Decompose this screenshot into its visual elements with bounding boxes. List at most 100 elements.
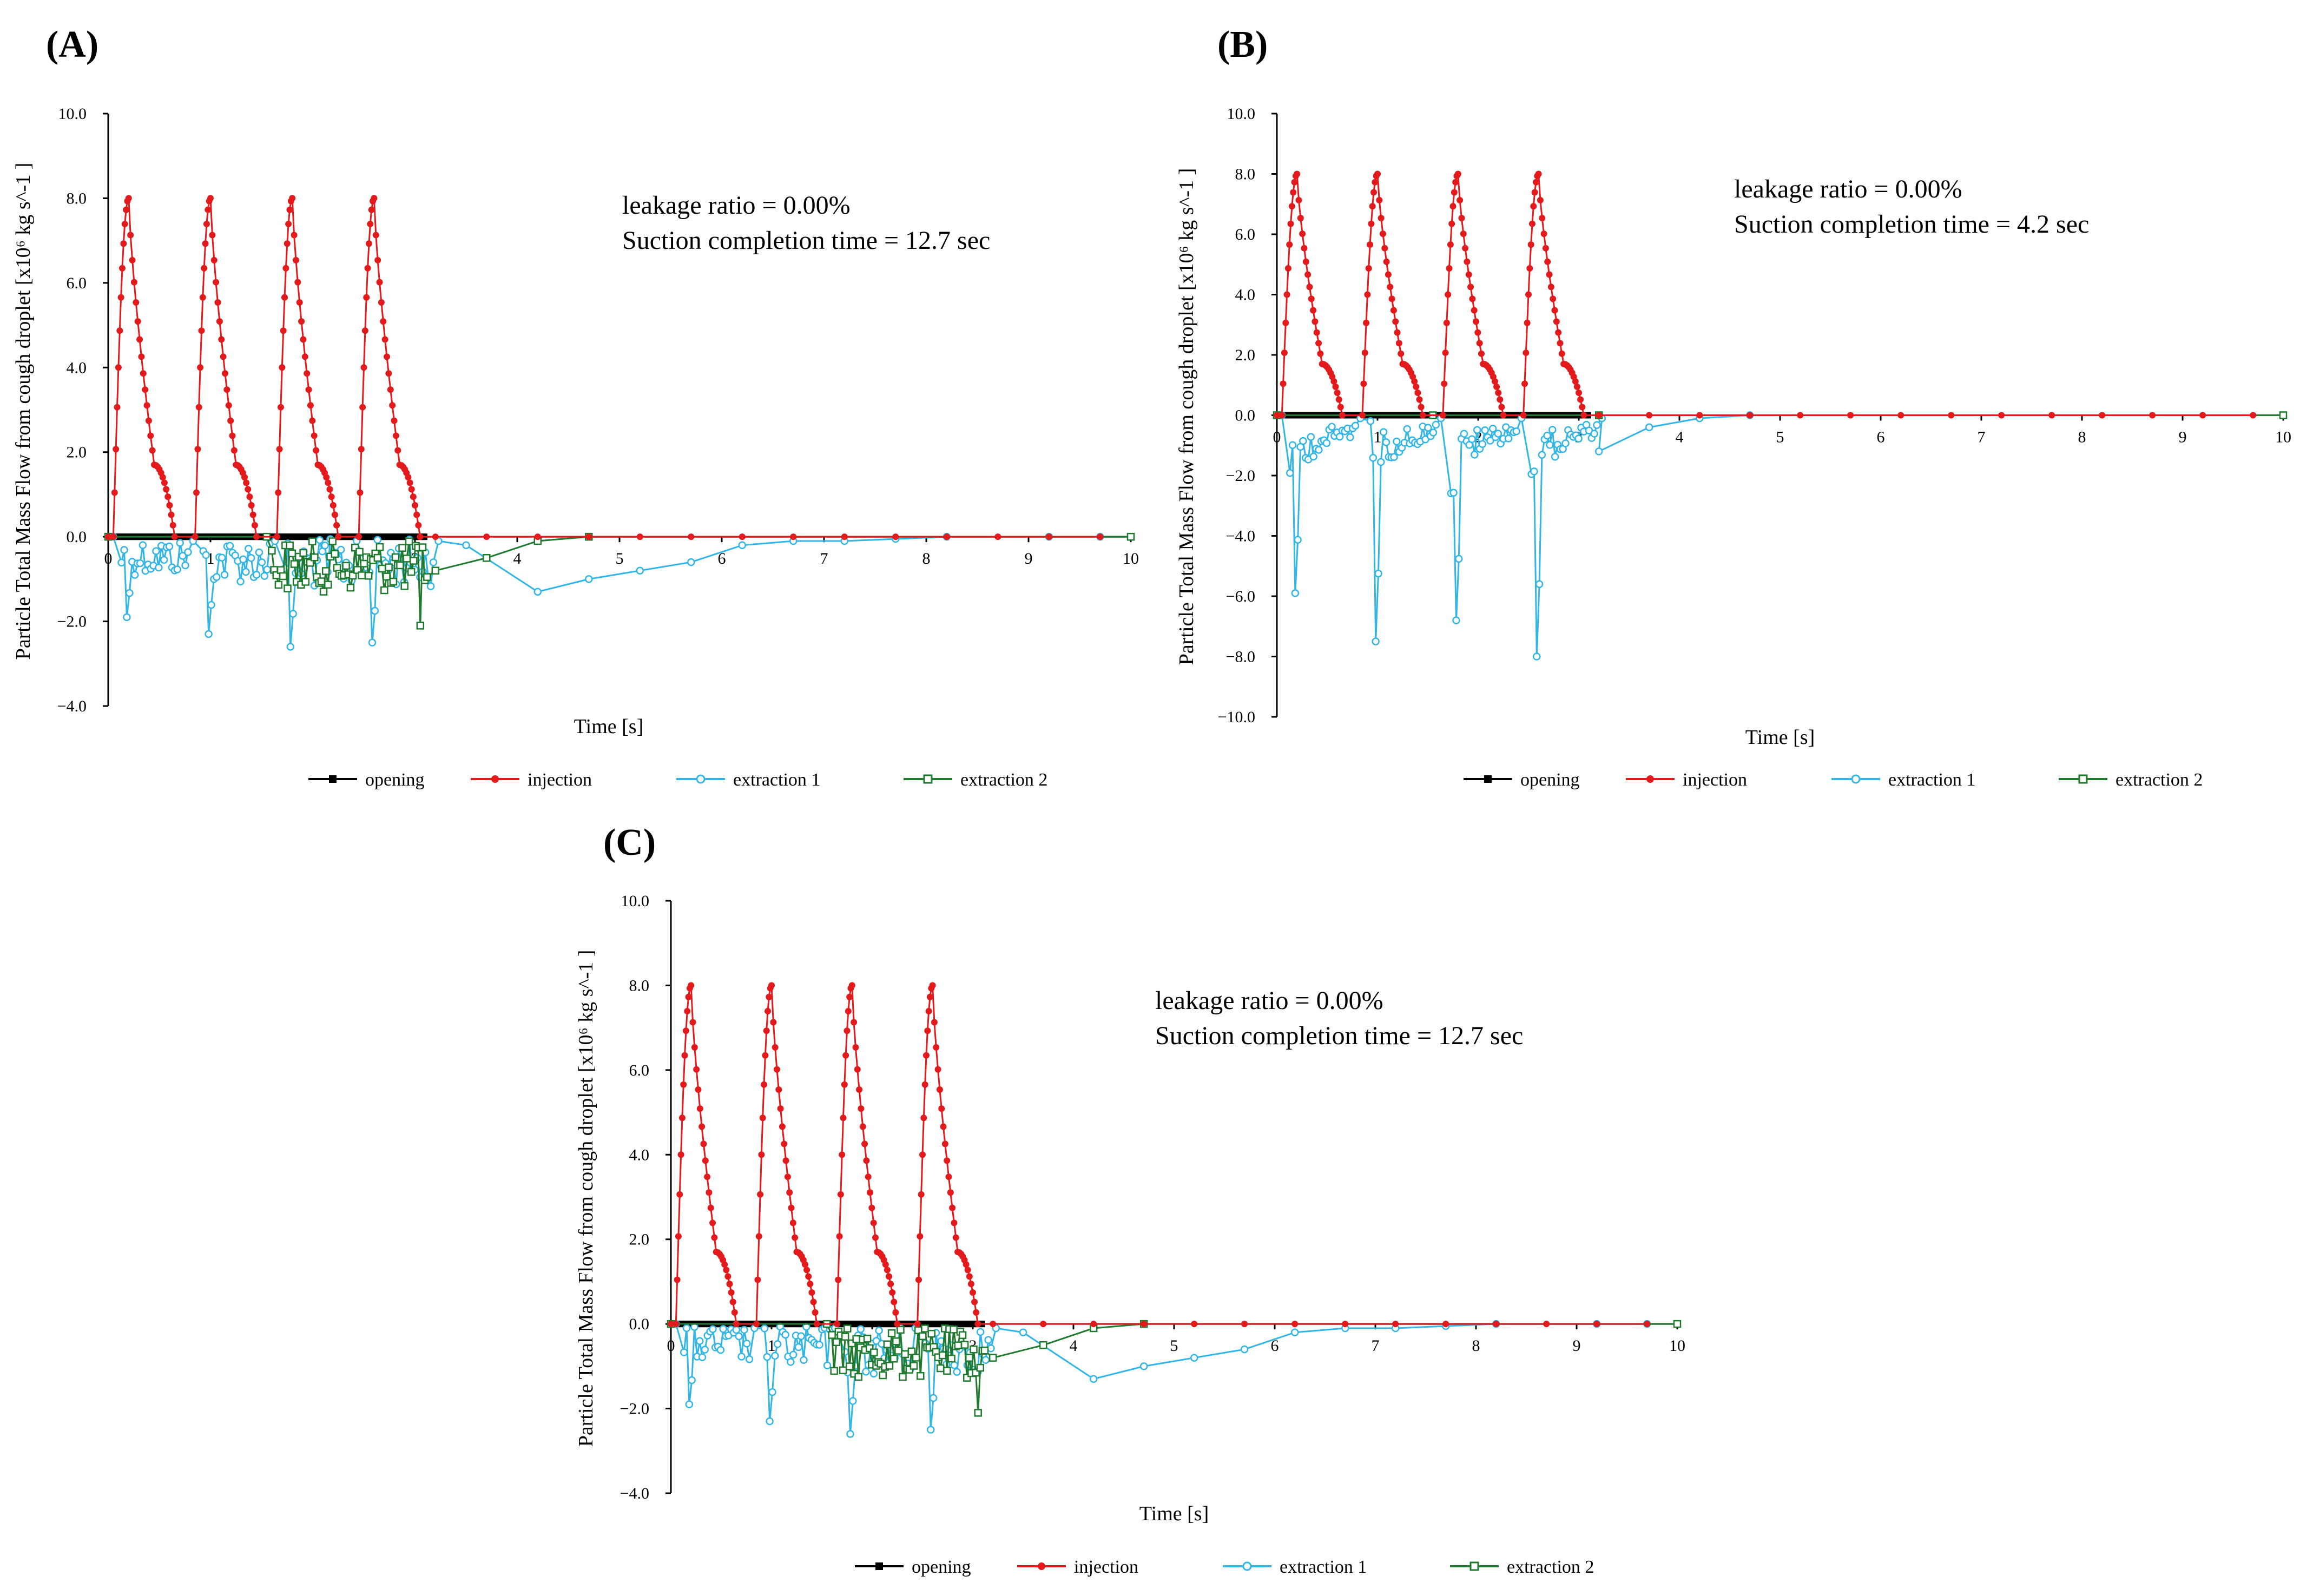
injection-series-point: [1543, 1321, 1550, 1328]
injection-series-point: [210, 256, 218, 263]
injection-series-point: [253, 533, 260, 540]
extraction1-series-point: [1393, 437, 1401, 446]
injection-series-point: [872, 1234, 879, 1241]
injection-series-point: [1473, 318, 1480, 325]
injection-series-point: [335, 533, 342, 540]
injection-series-point: [1372, 179, 1379, 186]
extraction2-series-point: [889, 1355, 898, 1363]
injection-series-point: [140, 370, 147, 377]
injection-series-point: [892, 533, 899, 540]
extraction1-series-point: [1291, 589, 1300, 597]
extraction1-series-point: [763, 1353, 772, 1361]
extraction1-series-point: [176, 539, 184, 547]
extraction1-series-point: [682, 1324, 691, 1333]
extraction1-series-point: [950, 1361, 959, 1369]
extraction1-series-point: [260, 572, 269, 580]
extraction2-series-point: [342, 562, 350, 570]
extraction1-series-point: [1322, 439, 1331, 447]
injection-series-point: [1308, 295, 1315, 302]
injection-series-point: [1524, 319, 1531, 326]
injection-series-point: [1580, 412, 1587, 419]
legend-label: extraction 1: [1888, 770, 1975, 790]
extraction2-series-point: [358, 571, 366, 579]
extraction2-series-point: [410, 557, 418, 565]
injection-series-point: [1550, 295, 1557, 302]
extraction2-series-point: [892, 1337, 900, 1346]
injection-series-point: [1540, 230, 1547, 238]
extraction2-series-point: [396, 561, 404, 570]
injection-series-point: [861, 1140, 868, 1147]
injection-series-point: [159, 474, 166, 481]
injection-series-point: [882, 1261, 889, 1268]
panel-label: (A): [46, 24, 98, 65]
legend-label: injection: [1683, 770, 1747, 790]
legend-marker: [491, 775, 499, 783]
injection-series-point: [149, 447, 156, 454]
legend: opening injection extraction 1 extraction 2: [308, 770, 1047, 790]
injection-series-point: [125, 195, 132, 202]
extraction2-series-point: [431, 566, 440, 575]
legend-marker: [1646, 775, 1654, 783]
injection-series-point: [949, 1204, 956, 1211]
injection-series-point: [331, 511, 338, 518]
injection-series-point: [784, 1173, 791, 1180]
injection-series-point: [374, 256, 381, 263]
injection-series-point: [681, 1052, 688, 1059]
extraction2-series-point: [405, 537, 413, 545]
extraction1-series-point: [1594, 447, 1603, 456]
extraction2-series-point: [980, 1346, 989, 1355]
injection-series-point: [733, 1321, 740, 1328]
legend-marker: [1038, 1562, 1045, 1570]
injection-series-point: [891, 1298, 898, 1305]
injection-series-point: [405, 474, 412, 481]
injection-series-point: [1476, 340, 1483, 347]
extraction1-series-point: [1424, 424, 1432, 432]
injection-series-point: [1527, 241, 1534, 248]
injection-series-point: [1376, 197, 1383, 204]
injection-series-point: [782, 1157, 789, 1164]
injection-series-point: [836, 1233, 843, 1240]
legend-marker: [696, 774, 706, 784]
legend-label: extraction 2: [1507, 1557, 1594, 1577]
injection-series-point: [364, 265, 371, 272]
y-tick-label: 10.0: [621, 892, 650, 910]
injection-series-point: [1288, 203, 1295, 210]
injection-series-point: [220, 353, 227, 360]
injection-series-point: [807, 1281, 814, 1288]
extraction1-series-point: [773, 1340, 782, 1348]
extraction1-series-point: [984, 1336, 992, 1344]
injection-series-point: [1392, 318, 1399, 325]
injection-series-point: [926, 993, 933, 1000]
injection-series-point: [1847, 412, 1854, 419]
injection-series-point: [1295, 197, 1302, 204]
legend-label: opening: [365, 770, 425, 790]
injection-series-point: [311, 432, 318, 439]
injection-series-point: [118, 265, 126, 272]
extraction2-series-point: [279, 572, 287, 581]
injection-series-point: [134, 318, 141, 325]
extraction1-series-point: [426, 582, 435, 590]
injection-series-point: [870, 1219, 877, 1226]
injection-series-point: [392, 432, 399, 439]
injection-series-point: [689, 1019, 696, 1026]
injection-series-point: [1747, 412, 1754, 419]
injection-series-point: [852, 1044, 859, 1051]
injection-series-point: [1381, 245, 1388, 252]
injection-series-point: [161, 479, 168, 486]
injection-series-point: [673, 1321, 680, 1328]
injection-series-point: [884, 1267, 891, 1274]
extraction2-series-point: [355, 548, 364, 556]
extraction2-series-point: [284, 584, 292, 592]
extraction1-series-point: [1366, 417, 1375, 425]
injection-series-point: [863, 1157, 870, 1164]
injection-series-point: [305, 386, 312, 393]
injection-series-point: [739, 533, 746, 540]
extraction1-series-point: [181, 561, 189, 570]
extraction2-series-point: [879, 1371, 887, 1380]
extraction2-series-point: [938, 1351, 947, 1360]
injection-series-point: [1797, 412, 1804, 419]
injection-series-point: [1330, 378, 1337, 385]
injection-series-point: [251, 522, 258, 529]
extraction2-series-point: [970, 1345, 978, 1354]
extraction2-series-point: [910, 1362, 918, 1370]
